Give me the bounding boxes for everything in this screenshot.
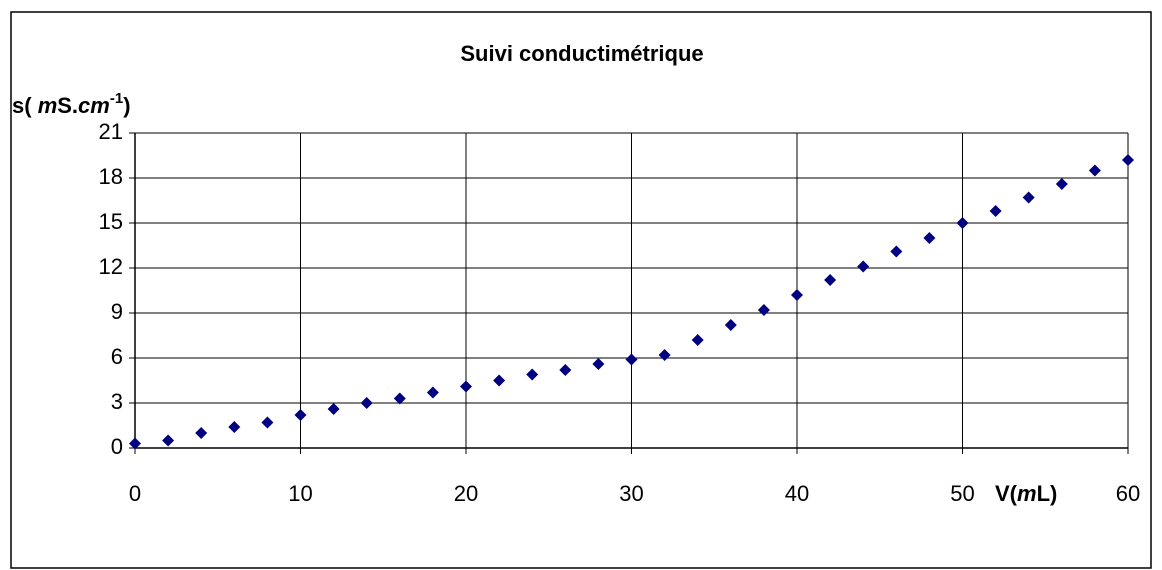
y-tick-label: 12 [99,254,123,279]
data-point [989,205,1002,217]
data-point [923,232,936,244]
y-tick-label: 6 [111,344,123,369]
data-point [493,374,506,387]
y-label-part: m [38,93,58,118]
chart-title: Suivi conductimétrique [460,41,703,66]
data-point [195,427,208,439]
y-axis-label: s( mS.cm-1) [12,90,131,118]
data-point [890,245,903,258]
data-point [228,421,241,433]
data-point [327,403,340,415]
data-point [691,334,704,346]
data-point [360,397,373,409]
data-point [1122,154,1134,166]
data-point [658,349,671,361]
y-tick-label: 21 [99,119,123,144]
data-point [294,409,307,421]
chart-border [10,11,1152,569]
data-point [393,392,406,405]
data-point [625,353,638,366]
data-point [757,304,770,316]
data-point [261,416,274,429]
x-tick-label: 10 [288,481,312,506]
data-point [460,380,472,393]
data-point [592,358,605,370]
data-point [956,217,969,229]
y-tick-label: 0 [111,434,123,459]
data-point [824,274,837,286]
data-point [791,289,803,301]
data-point [426,386,439,399]
y-label-part: -1 [110,90,123,107]
y-tick-label: 9 [111,299,123,324]
y-label-part: S. [57,93,78,118]
data-point [526,368,539,381]
data-point [857,260,870,273]
x-tick-label: 50 [950,481,974,506]
x-axis-label: V(mL) [995,481,1057,506]
y-tick-label: 3 [111,389,123,414]
x-tick-label: 30 [619,481,643,506]
x-label-part: m [1017,481,1037,506]
y-label-part: s( [12,93,38,118]
x-tick-label: 60 [1116,481,1140,506]
data-point [724,319,737,331]
data-point [1055,178,1068,190]
data-point [129,437,141,450]
data-point [1088,164,1101,177]
x-tick-label: 40 [785,481,809,506]
data-point [559,364,572,376]
y-label-part: ) [123,93,130,118]
data-point [162,434,175,447]
x-label-part: L) [1037,481,1058,506]
x-label-part: V( [995,481,1018,506]
data-point [1022,191,1035,204]
y-tick-label: 18 [99,164,123,189]
y-label-part: cm [78,93,110,118]
y-tick-label: 15 [99,209,123,234]
x-tick-label: 20 [454,481,478,506]
x-tick-label: 0 [129,481,141,506]
